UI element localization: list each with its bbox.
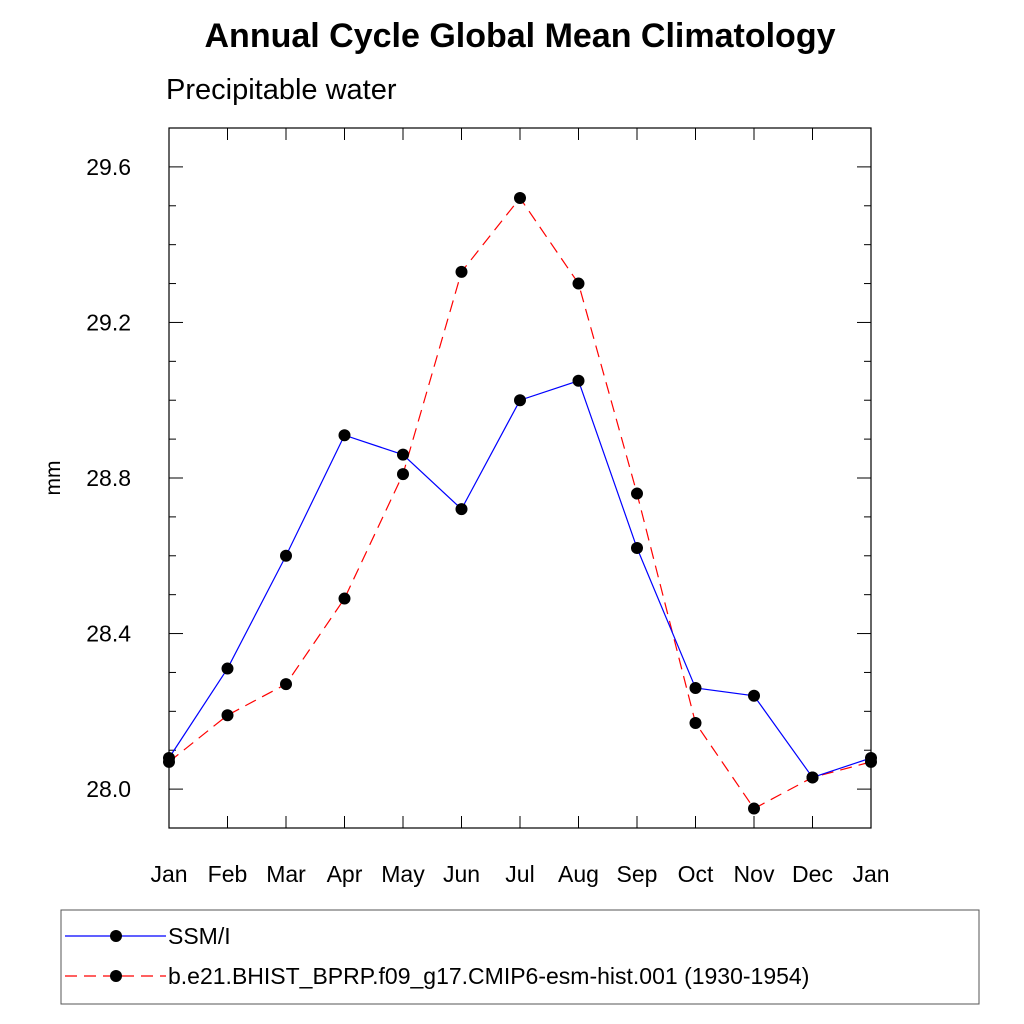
- x-tick-label: Feb: [208, 861, 248, 887]
- x-tick-label: Mar: [266, 861, 306, 887]
- y-tick-label: 28.4: [86, 621, 131, 647]
- data-point-series-1: [221, 709, 234, 722]
- data-point-series-1: [280, 678, 292, 691]
- data-point-series-1: [689, 717, 702, 729]
- data-point-series-1: [572, 277, 585, 290]
- x-tick-label: Aug: [558, 861, 599, 887]
- data-point-series-1: [631, 487, 643, 500]
- data-point-series-1: [397, 468, 409, 481]
- x-tick-label: Oct: [678, 861, 714, 887]
- x-tick-label: Dec: [792, 861, 833, 887]
- plot-series: [163, 192, 877, 815]
- x-tick-label: Nov: [734, 861, 775, 887]
- legend-marker-ssmi: [110, 930, 122, 942]
- y-tick-label: 29.2: [86, 309, 131, 335]
- y-tick-label: 28.8: [86, 465, 131, 491]
- data-point-series-1: [748, 802, 760, 815]
- x-tick-labels: Jan Feb Mar Apr May Jun Jul Aug Sep Oct Nov Dec Jan: [150, 861, 889, 887]
- data-point-series-0: [572, 374, 585, 387]
- data-point-series-0: [748, 689, 760, 702]
- y-axis-label: mm: [42, 461, 65, 496]
- legend-label-ssmi: SSM/I: [168, 923, 231, 949]
- data-point-series-0: [397, 448, 409, 461]
- x-tick-label: Jan: [852, 861, 889, 887]
- data-point-series-0: [631, 542, 643, 554]
- y-tick-label: 28.0: [86, 776, 131, 802]
- data-point-series-0: [221, 662, 234, 675]
- data-point-series-0: [689, 682, 702, 694]
- y-tick-labels: 28.0 28.4 28.8 29.2 29.6: [86, 154, 131, 802]
- legend-box: [60, 909, 980, 1005]
- x-tick-label: Apr: [327, 861, 363, 887]
- axis-ticks: [168, 127, 872, 829]
- legend-marker-model: [110, 970, 122, 982]
- data-point-series-0: [280, 549, 292, 562]
- x-tick-label: Jan: [150, 861, 187, 887]
- legend-entry-model: b.e21.BHIST_BPRP.f09_g17.CMIP6-esm-hist.…: [65, 963, 809, 989]
- legend-entry-ssmi: SSM/I: [65, 923, 231, 949]
- x-tick-label: May: [381, 861, 425, 887]
- y-tick-label: 29.6: [86, 154, 131, 180]
- chart-title: Annual Cycle Global Mean Climatology: [205, 17, 836, 55]
- data-point-series-0: [455, 503, 468, 516]
- data-point-series-0: [514, 394, 526, 407]
- data-point-series-0: [806, 771, 819, 784]
- data-point-series-1: [338, 592, 351, 605]
- x-tick-label: Jul: [505, 861, 534, 887]
- series-line-0: [168, 380, 872, 779]
- plot-frame: [168, 127, 872, 829]
- series-line-1: [168, 196, 872, 810]
- legend: SSM/I b.e21.BHIST_BPRP.f09_g17.CMIP6-esm…: [60, 909, 980, 1005]
- data-point-series-0: [338, 429, 351, 442]
- x-tick-label: Sep: [617, 861, 658, 887]
- data-point-series-1: [455, 265, 468, 278]
- data-point-series-1: [514, 192, 526, 204]
- x-tick-label: Jun: [443, 861, 480, 887]
- chart-subtitle: Precipitable water: [166, 74, 397, 106]
- legend-label-model: b.e21.BHIST_BPRP.f09_g17.CMIP6-esm-hist.…: [168, 963, 809, 989]
